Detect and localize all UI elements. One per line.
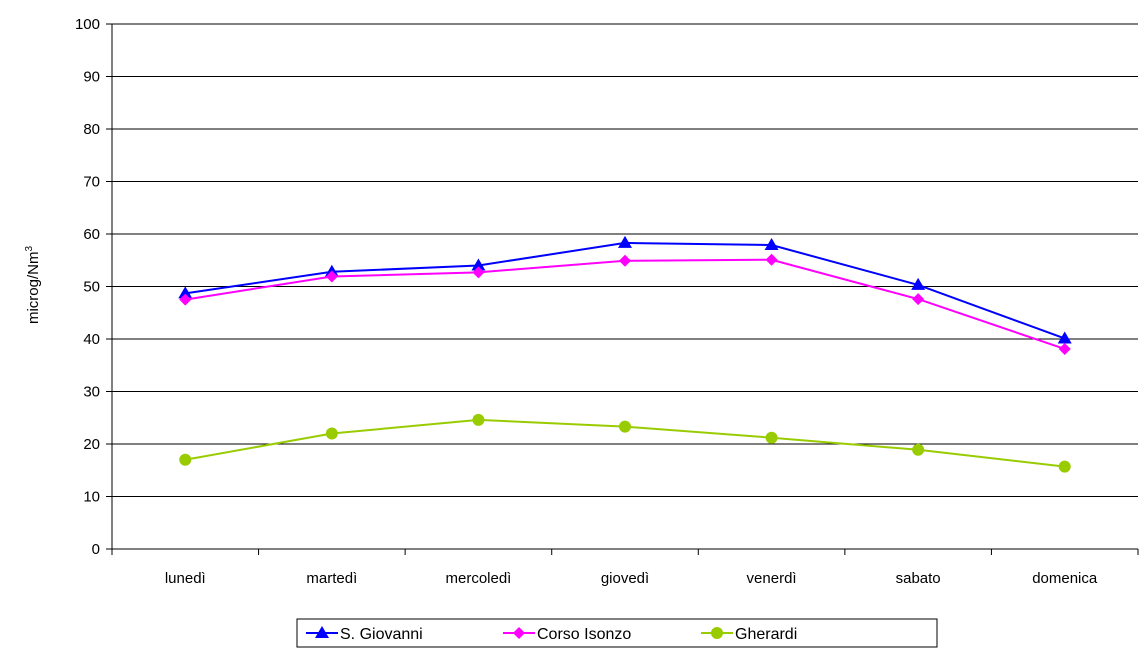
y-tick-label: 90 (83, 69, 100, 86)
y-tick-label: 50 (83, 279, 100, 296)
y-tick-label: 60 (83, 226, 100, 243)
y-axis-label: microg/Nm3 (24, 246, 42, 325)
legend-marker (711, 627, 723, 639)
y-axis-ticks: 0 10 20 30 40 50 60 70 80 90 100 (75, 16, 112, 558)
data-point (912, 293, 925, 306)
data-point (619, 254, 631, 267)
data-point (179, 453, 192, 466)
legend-marker (513, 627, 525, 639)
data-point (325, 270, 338, 283)
data-point (764, 238, 779, 251)
data-point (1058, 460, 1071, 473)
data-point (912, 443, 925, 456)
data-point (179, 293, 192, 306)
y-tick-label: 80 (83, 121, 100, 138)
y-tick-label: 70 (83, 174, 100, 191)
data-point (765, 253, 778, 266)
x-tick-label: giovedì (601, 570, 649, 587)
data-point (765, 431, 778, 444)
data-point (325, 427, 338, 440)
legend-label: S. Giovanni (340, 626, 423, 643)
y-tick-label: 0 (92, 541, 100, 558)
data-point (1058, 342, 1071, 355)
y-tick-label: 30 (83, 384, 100, 401)
x-axis-ticks: lunedì martedì mercoledì giovedì venerdì saba… (111, 549, 1139, 587)
data-point (178, 286, 193, 299)
data-point (911, 277, 926, 290)
legend-marker (315, 626, 329, 638)
series-0 (178, 235, 1072, 344)
x-tick-label: domenica (1032, 570, 1098, 587)
legend: S. Giovanni Corso Isonzo Gherardi (296, 618, 938, 648)
legend-label: Corso Isonzo (537, 626, 631, 643)
x-tick-label: martedì (306, 570, 357, 587)
data-point (471, 258, 486, 271)
legend-label: Gherardi (735, 626, 797, 643)
x-tick-label: venerdì (747, 570, 797, 587)
data-point (618, 235, 632, 248)
y-tick-label: 40 (83, 331, 100, 348)
y-tick-label: 10 (83, 489, 100, 506)
x-tick-label: sabato (896, 570, 941, 587)
series-2 (179, 413, 1071, 473)
data-point (619, 420, 631, 433)
data-point (472, 266, 485, 279)
y-tick-label: 100 (75, 16, 100, 33)
series-group (178, 235, 1072, 473)
data-point (472, 413, 485, 426)
legend-box (296, 618, 938, 648)
series-1 (179, 253, 1071, 355)
y-tick-label: 20 (83, 436, 100, 453)
gridlines (112, 23, 1138, 497)
data-point (1057, 331, 1072, 344)
x-tick-label: mercoledì (445, 570, 511, 587)
x-tick-label: lunedì (165, 570, 206, 587)
